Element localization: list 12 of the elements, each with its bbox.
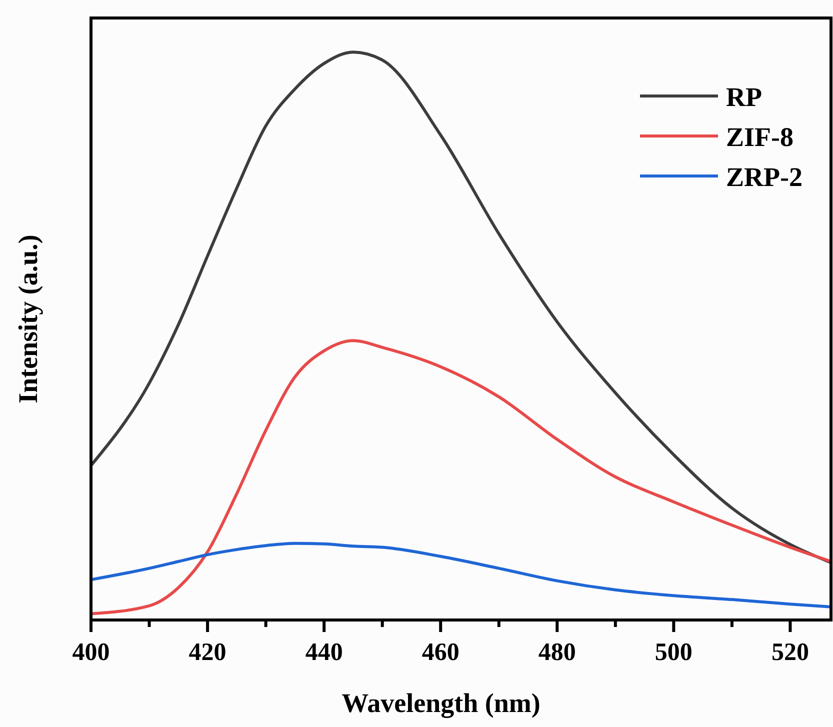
y-axis-title: Intensity (a.u.) xyxy=(13,234,43,404)
x-tick-label: 440 xyxy=(305,639,343,666)
x-tick-label: 460 xyxy=(422,639,460,666)
x-tick-label: 520 xyxy=(771,639,809,666)
x-tick-label: 400 xyxy=(72,639,110,666)
legend-label: ZIF-8 xyxy=(726,122,794,152)
legend-label: ZRP-2 xyxy=(726,162,802,192)
legend-label: RP xyxy=(726,82,762,112)
x-tick-label: 420 xyxy=(188,639,226,666)
x-tick-label: 500 xyxy=(654,639,692,666)
x-axis-title: Wavelength (nm) xyxy=(342,688,540,718)
x-tick-label: 480 xyxy=(538,639,576,666)
